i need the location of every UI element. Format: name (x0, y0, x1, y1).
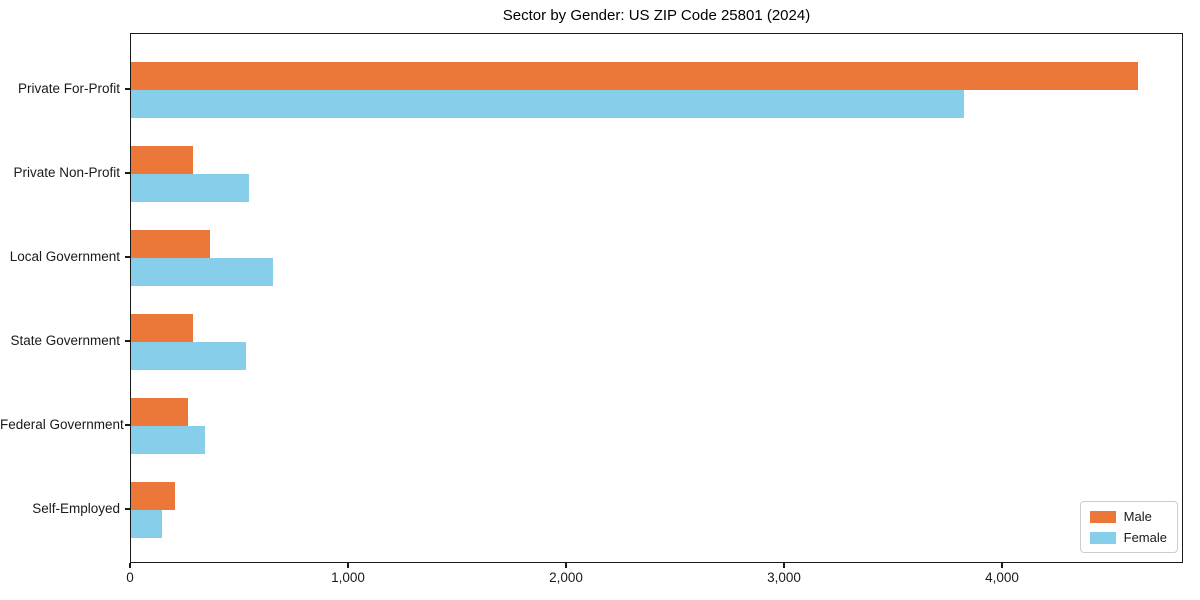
x-axis-tick (1001, 563, 1003, 568)
x-axis-tick-label: 1,000 (331, 570, 365, 585)
legend-item-female: Female (1089, 530, 1167, 545)
y-axis-tick (125, 508, 130, 510)
bar-female-local-government (131, 258, 274, 286)
legend-label-female: Female (1123, 530, 1167, 545)
y-axis-label-self-employed: Self-Employed (32, 501, 120, 516)
legend-item-male: Male (1089, 509, 1167, 524)
x-axis-tick (129, 563, 131, 568)
y-axis-tick (125, 424, 130, 426)
x-axis-tick-label: 2,000 (549, 570, 583, 585)
y-axis-tick (125, 172, 130, 174)
x-axis-tick (565, 563, 567, 568)
y-axis-label-private-non-profit: Private Non-Profit (13, 165, 120, 180)
y-axis-tick (125, 256, 130, 258)
y-axis-label-federal-government: Federal Government (0, 417, 124, 432)
bar-male-self-employed (131, 482, 175, 510)
bar-female-self-employed (131, 510, 162, 538)
x-axis-tick-label: 0 (126, 570, 134, 585)
y-axis-label-private-for-profit: Private For-Profit (17, 81, 120, 96)
legend-swatch-male (1089, 510, 1116, 523)
legend-label-male: Male (1123, 509, 1152, 524)
y-axis-label-state-government: State Government (10, 333, 120, 348)
bar-male-private-for-profit (131, 62, 1138, 90)
y-axis-tick (125, 88, 130, 90)
bar-female-federal-government (131, 426, 206, 454)
bar-male-federal-government (131, 398, 189, 426)
y-axis-tick (125, 340, 130, 342)
chart-title: Sector by Gender: US ZIP Code 25801 (202… (502, 7, 811, 24)
bar-male-local-government (131, 230, 211, 258)
bar-female-state-government (131, 342, 246, 370)
plot-area: Male Female (130, 33, 1183, 563)
bar-male-state-government (131, 314, 193, 342)
x-axis-tick-label: 3,000 (767, 570, 801, 585)
bar-female-private-non-profit (131, 174, 250, 202)
bar-male-private-non-profit (131, 146, 194, 174)
x-axis-tick (783, 563, 785, 568)
bar-female-private-for-profit (131, 90, 965, 118)
y-axis-label-local-government: Local Government (9, 249, 120, 264)
x-axis-tick-label: 4,000 (985, 570, 1019, 585)
x-axis-tick (347, 563, 349, 568)
legend: Male Female (1079, 501, 1178, 553)
legend-swatch-female (1089, 531, 1116, 544)
